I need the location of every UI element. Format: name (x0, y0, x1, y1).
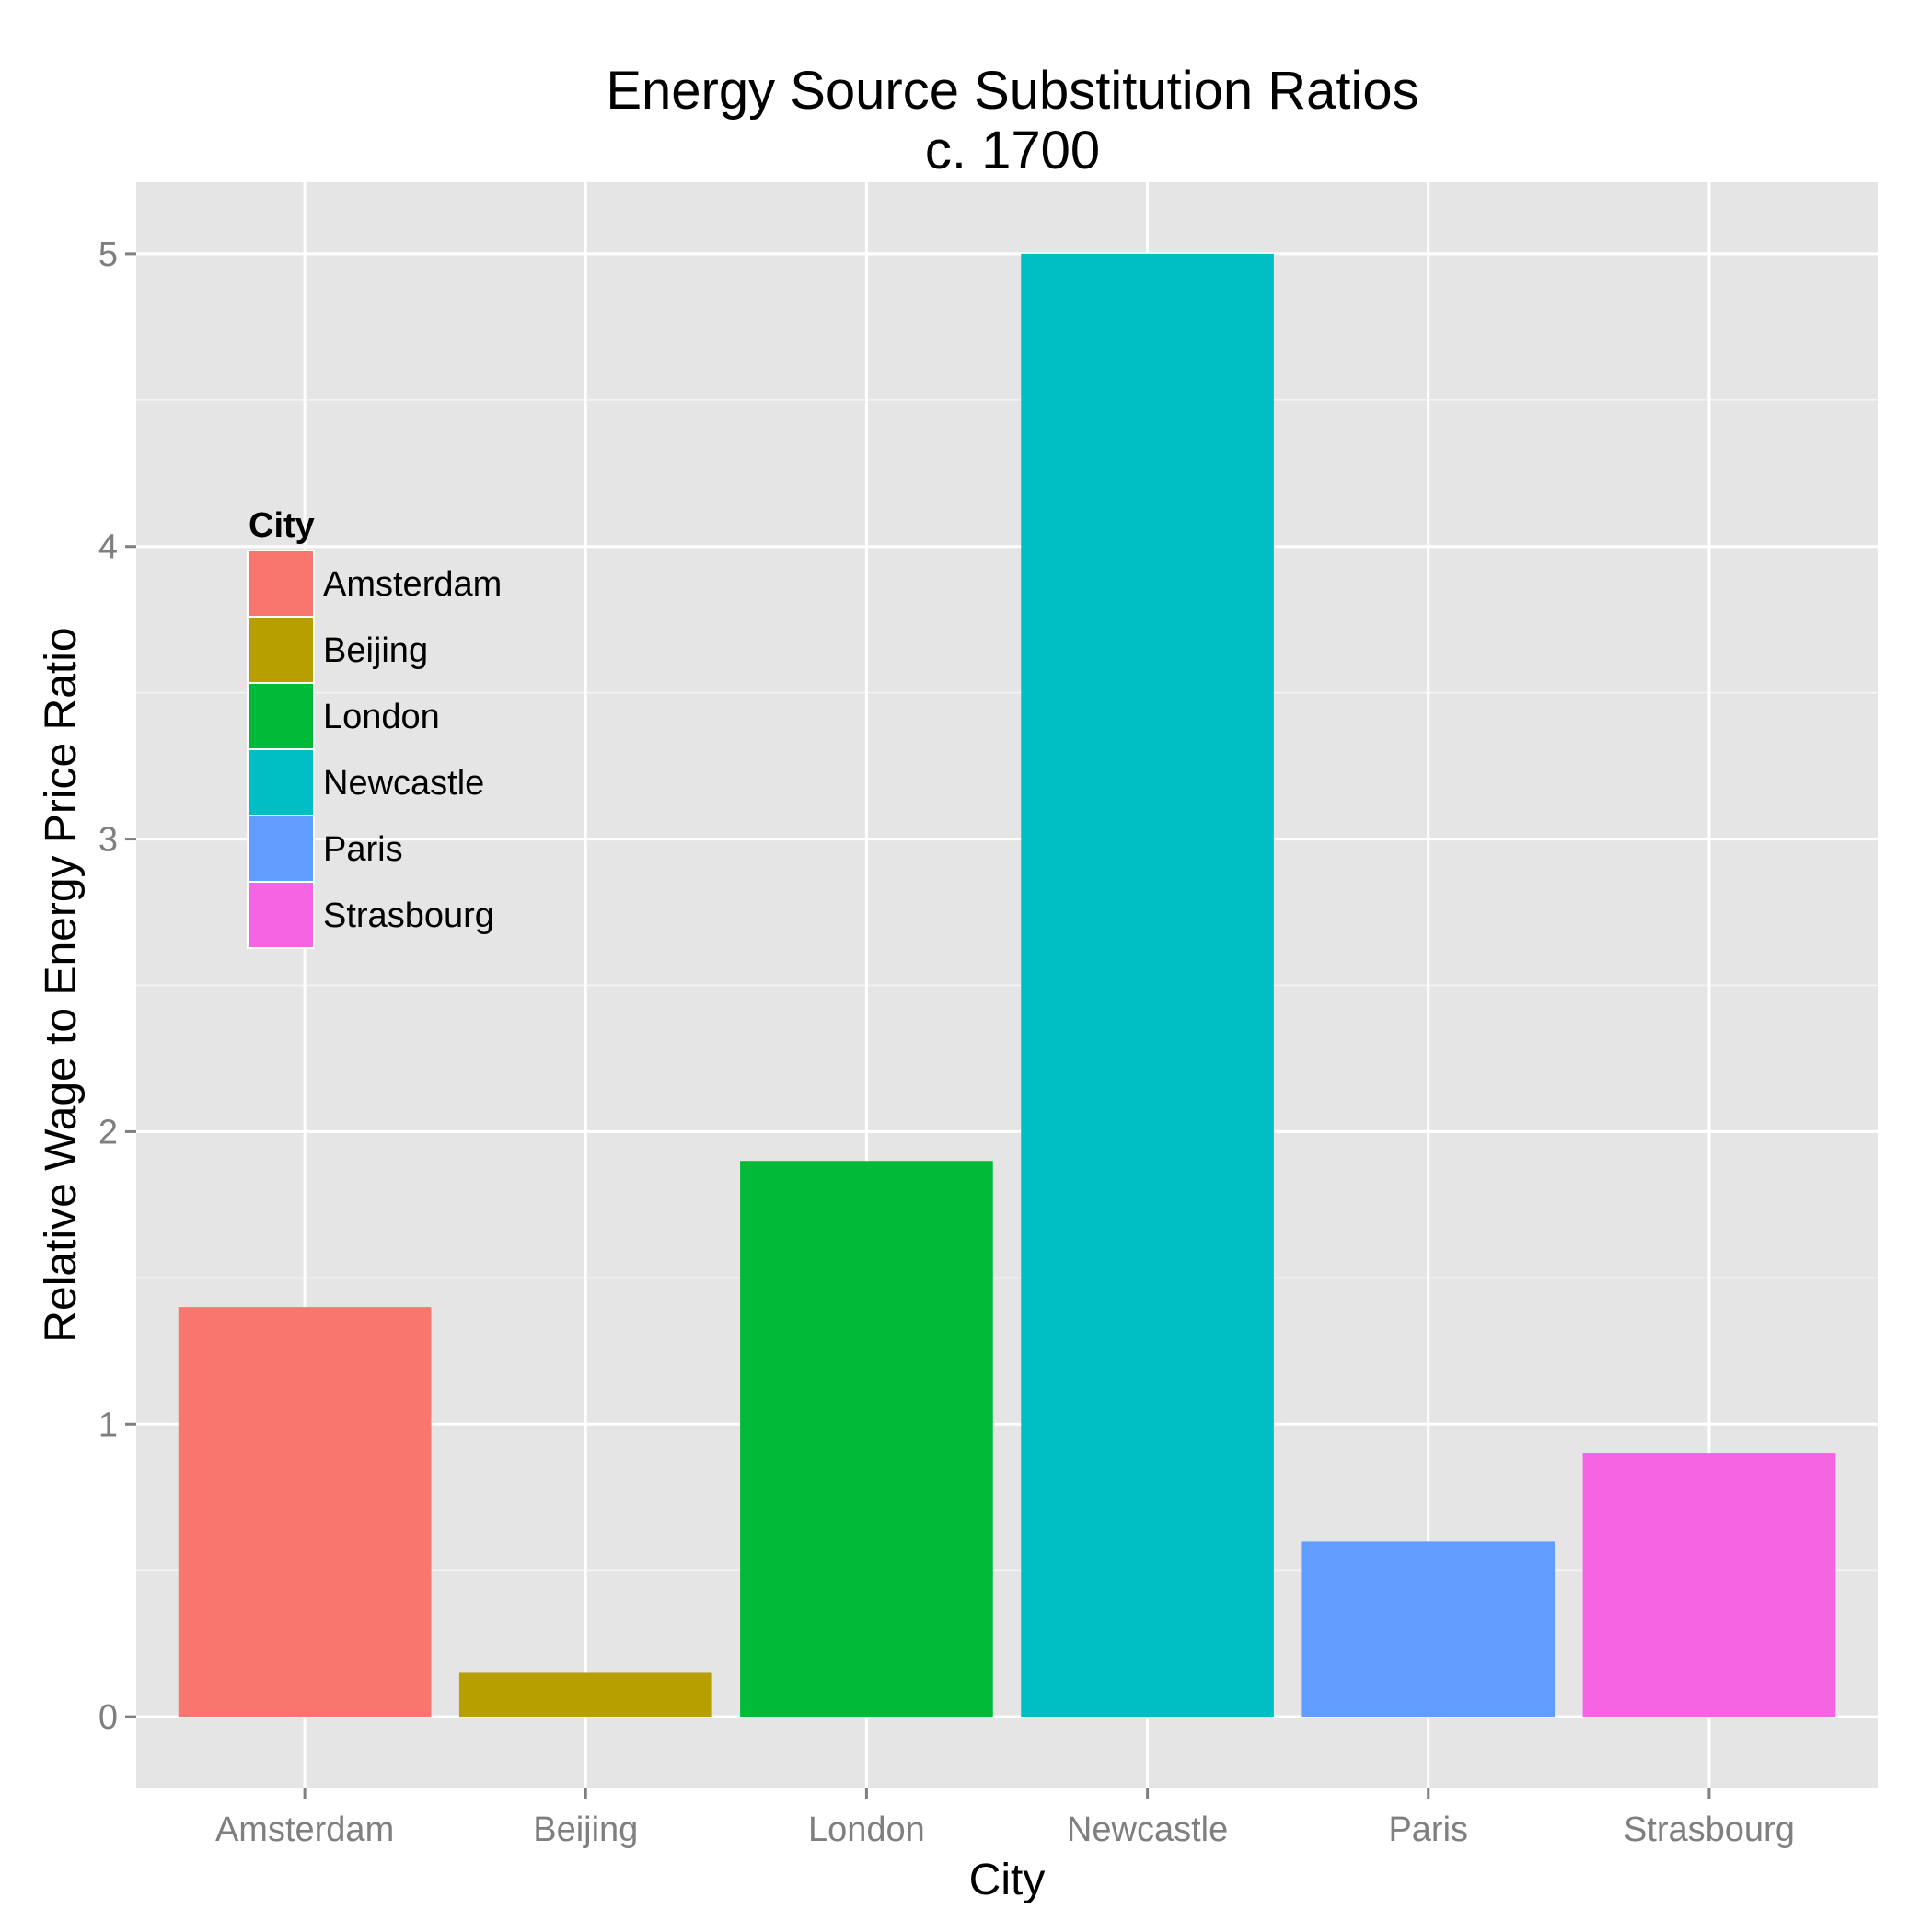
legend-key-paris (247, 815, 315, 883)
legend-key-london (247, 682, 315, 750)
major-gridlines-y (136, 252, 1878, 1718)
bar-newcastle (1021, 253, 1274, 1718)
legend-entries: Amsterdam Beijing London Newcastle Paris Stra… (247, 550, 502, 949)
y-tick-label: 0 (98, 1698, 118, 1737)
legend-key-beijing (247, 616, 315, 684)
chart-title-line1: Energy Source Substitution Ratios (606, 61, 1418, 121)
bar-amsterdam (178, 1307, 432, 1718)
x-tick-label: Newcastle (1067, 1811, 1228, 1849)
bar-beijing (458, 1672, 712, 1718)
bar-paris (1301, 1541, 1556, 1718)
x-axis: Amsterdam Beijing London Newcastle Paris Stra… (215, 1788, 1795, 1849)
y-tick-label: 5 (98, 236, 118, 274)
y-tick-label: 3 (98, 821, 118, 860)
y-tick-label: 1 (98, 1406, 118, 1444)
bar-london (740, 1161, 993, 1718)
x-tick-label: London (808, 1811, 925, 1849)
legend-label: Paris (323, 830, 403, 869)
legend-label: Strasbourg (323, 897, 494, 935)
legend-label: Beijing (323, 631, 428, 670)
legend-label: London (323, 698, 440, 736)
y-axis-title: Relative Wage to Energy Price Ratio (37, 627, 86, 1342)
legend: City Amsterdam Beijing London Newcastle Pari… (247, 506, 502, 949)
y-tick-label: 2 (98, 1113, 118, 1151)
legend-label: Newcastle (323, 764, 484, 803)
legend-label: Amsterdam (323, 565, 502, 604)
y-axis: 0 1 2 3 4 5 (98, 236, 136, 1737)
bar-strasbourg (1582, 1453, 1836, 1718)
x-tick-label: Beijing (533, 1811, 638, 1849)
x-axis-title: City (969, 1856, 1046, 1904)
legend-key-amsterdam (247, 550, 315, 618)
bars-group (178, 253, 1836, 1718)
legend-key-newcastle (247, 748, 315, 816)
chart-title-line2: c. 1700 (925, 121, 1100, 180)
legend-title: City (249, 506, 315, 545)
x-tick-label: Amsterdam (215, 1811, 394, 1849)
x-tick-label: Strasbourg (1624, 1811, 1795, 1849)
x-tick-label: Paris (1388, 1811, 1468, 1849)
y-tick-label: 4 (98, 528, 118, 567)
legend-key-strasbourg (247, 881, 315, 949)
